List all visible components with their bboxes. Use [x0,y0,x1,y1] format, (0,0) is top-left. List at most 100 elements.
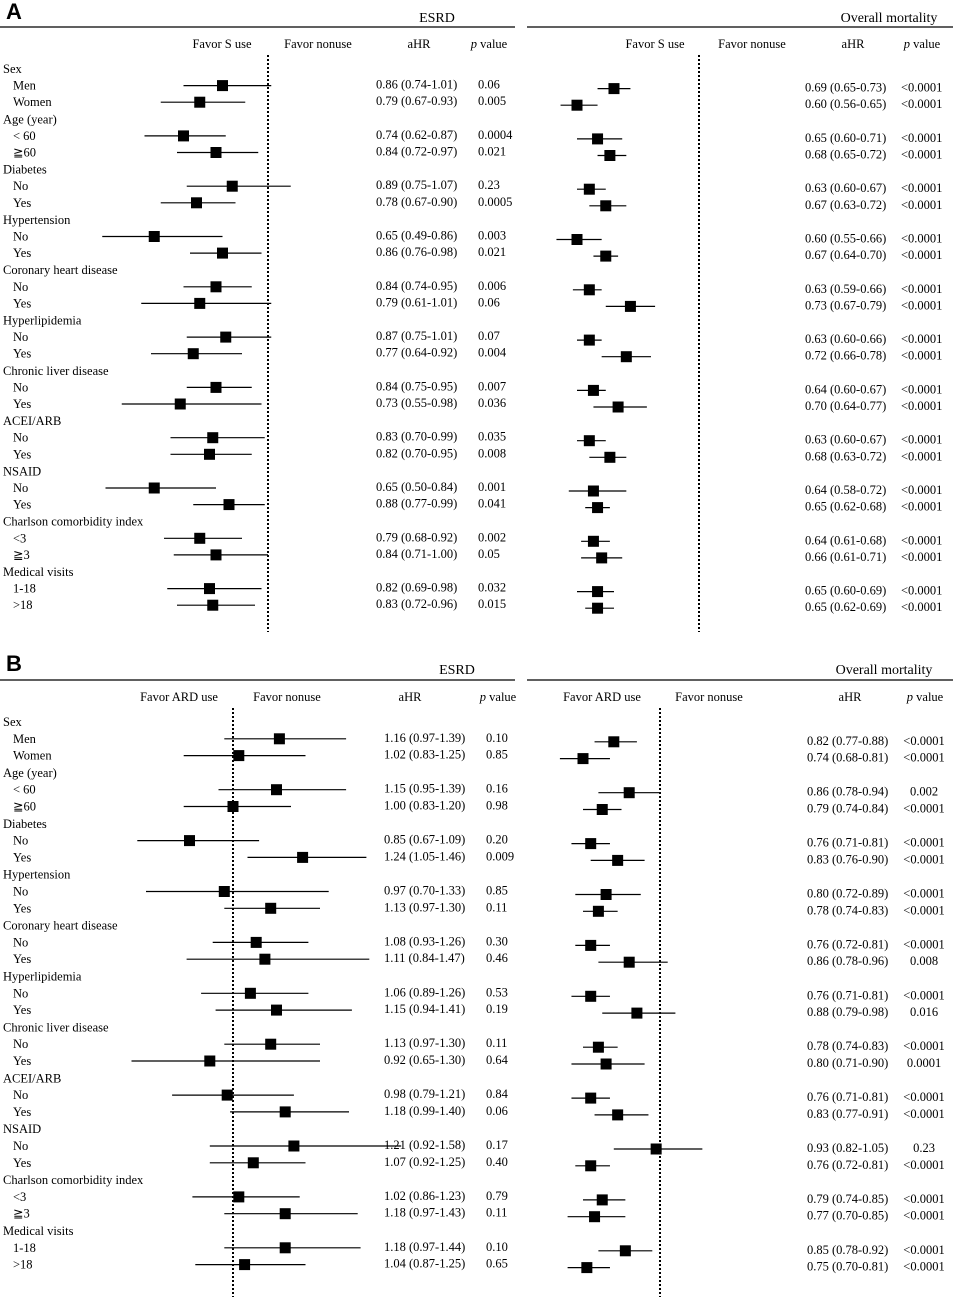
p-value-header: p value [479,690,517,704]
subgroup-label: No [13,1139,28,1153]
p-value: <0.0001 [901,399,942,413]
subgroup-label: ≧3 [13,1207,30,1221]
hr-point [571,234,583,245]
subgroup-label: No [13,280,28,294]
hr-point [600,250,612,262]
subgroup-label: Yes [13,1156,31,1170]
p-value: 0.015 [478,597,506,611]
p-value: <0.0001 [903,937,944,951]
outcome-title: Overall mortality [836,663,933,678]
ahr-value: 0.60 (0.55-0.66) [805,232,886,246]
group-label: Hypertension [3,868,71,882]
ahr-value: 1.13 (0.97-1.30) [384,1036,465,1050]
subgroup-label: 1-18 [13,1241,36,1255]
ahr-value: 1.18 (0.99-1.40) [384,1104,465,1118]
p-value: 0.30 [486,934,508,948]
ahr-value: 1.13 (0.97-1.30) [384,900,465,914]
hr-point [250,936,262,948]
hr-point [184,835,195,847]
favor-right-label: Favor nonuse [284,37,352,51]
p-value: <0.0001 [903,1158,944,1172]
p-value: <0.0001 [903,1209,944,1223]
ahr-value: 0.69 (0.65-0.73) [805,81,886,95]
hr-point [265,1038,277,1050]
hr-point [583,284,595,296]
subgroup-label: ≧3 [13,548,30,562]
p-value: <0.0001 [901,433,942,447]
hr-point [271,1004,282,1016]
ahr-value: 0.97 (0.70-1.33) [384,884,465,898]
p-value: 0.84 [486,1087,509,1101]
ahr-value: 0.67 (0.64-0.70) [805,248,886,262]
hr-point [207,599,219,611]
subgroup-label: Yes [13,347,31,361]
p-value: 0.85 [486,748,508,762]
ahr-value: 0.65 (0.50-0.84) [376,480,457,494]
group-label: Age (year) [3,766,57,780]
hr-point [297,851,309,863]
hr-point [218,886,230,897]
group-label: Hyperlipidemia [3,314,82,328]
ahr-value: 0.85 (0.67-1.09) [384,833,465,847]
hr-point [210,549,222,561]
hr-point [217,247,228,259]
hr-point [210,281,222,293]
ahr-value: 0.76 (0.72-0.81) [807,1158,888,1172]
p-value: 0.021 [478,245,506,259]
ahr-value: 0.87 (0.75-1.01) [376,329,457,343]
subgroup-label: No [13,935,28,949]
hr-point [587,384,599,396]
ahr-value: 0.84 (0.71-1.00) [376,547,457,561]
hr-point [279,1242,291,1254]
ahr-value: 0.84 (0.74-0.95) [376,279,457,293]
subgroup-label: >18 [13,598,33,612]
subgroup-label: No [13,230,28,244]
outcome-title: ESRD [419,11,455,26]
hr-point [288,1140,300,1152]
favor-left-label: Favor ARD use [563,690,641,704]
hr-point [608,83,620,95]
ahr-value: 0.67 (0.63-0.72) [805,198,886,212]
ahr-value: 0.83 (0.77-0.91) [807,1107,888,1121]
p-value: <0.0001 [901,198,942,212]
p-value: <0.0001 [901,550,942,564]
hr-point [207,432,219,444]
ahr-header: aHR [408,37,432,51]
hr-point [620,351,632,363]
p-value: <0.0001 [901,584,942,598]
p-value: 0.11 [486,1036,507,1050]
subgroup-label: No [13,431,28,445]
subgroup-label: Yes [13,196,31,210]
group-label: Chronic liver disease [3,1020,109,1034]
ahr-value: 0.79 (0.74-0.85) [807,1192,888,1206]
p-value: 0.004 [478,346,507,360]
p-value: 0.008 [478,446,506,460]
p-value: 0.003 [478,229,506,243]
hr-point [244,987,256,999]
hr-point [279,1208,291,1220]
ahr-value: 0.79 (0.74-0.84) [807,802,888,816]
hr-point [585,1092,597,1104]
ahr-value: 1.06 (0.89-1.26) [384,985,465,999]
subgroup-label: Yes [13,1105,31,1119]
subgroup-label: Yes [13,901,31,915]
group-label: Age (year) [3,112,57,126]
ahr-value: 1.18 (0.97-1.44) [384,1240,465,1254]
p-value: <0.0001 [903,988,944,1002]
p-value: <0.0001 [901,282,942,296]
hr-point [178,130,189,142]
subgroup-label: Yes [13,1003,31,1017]
hr-point [600,889,612,900]
p-value: <0.0001 [901,449,942,463]
group-label: Coronary heart disease [3,919,118,933]
subgroup-label: <3 [13,531,26,545]
hr-point [259,953,271,965]
group-label: Medical visits [3,1224,74,1238]
p-value: <0.0001 [901,382,942,396]
hr-point [191,197,202,209]
p-value: 0.008 [910,954,938,968]
favor-left-label: Favor S use [625,37,684,51]
subgroup-label: <3 [13,1190,26,1204]
ahr-value: 0.84 (0.75-0.95) [376,379,457,393]
